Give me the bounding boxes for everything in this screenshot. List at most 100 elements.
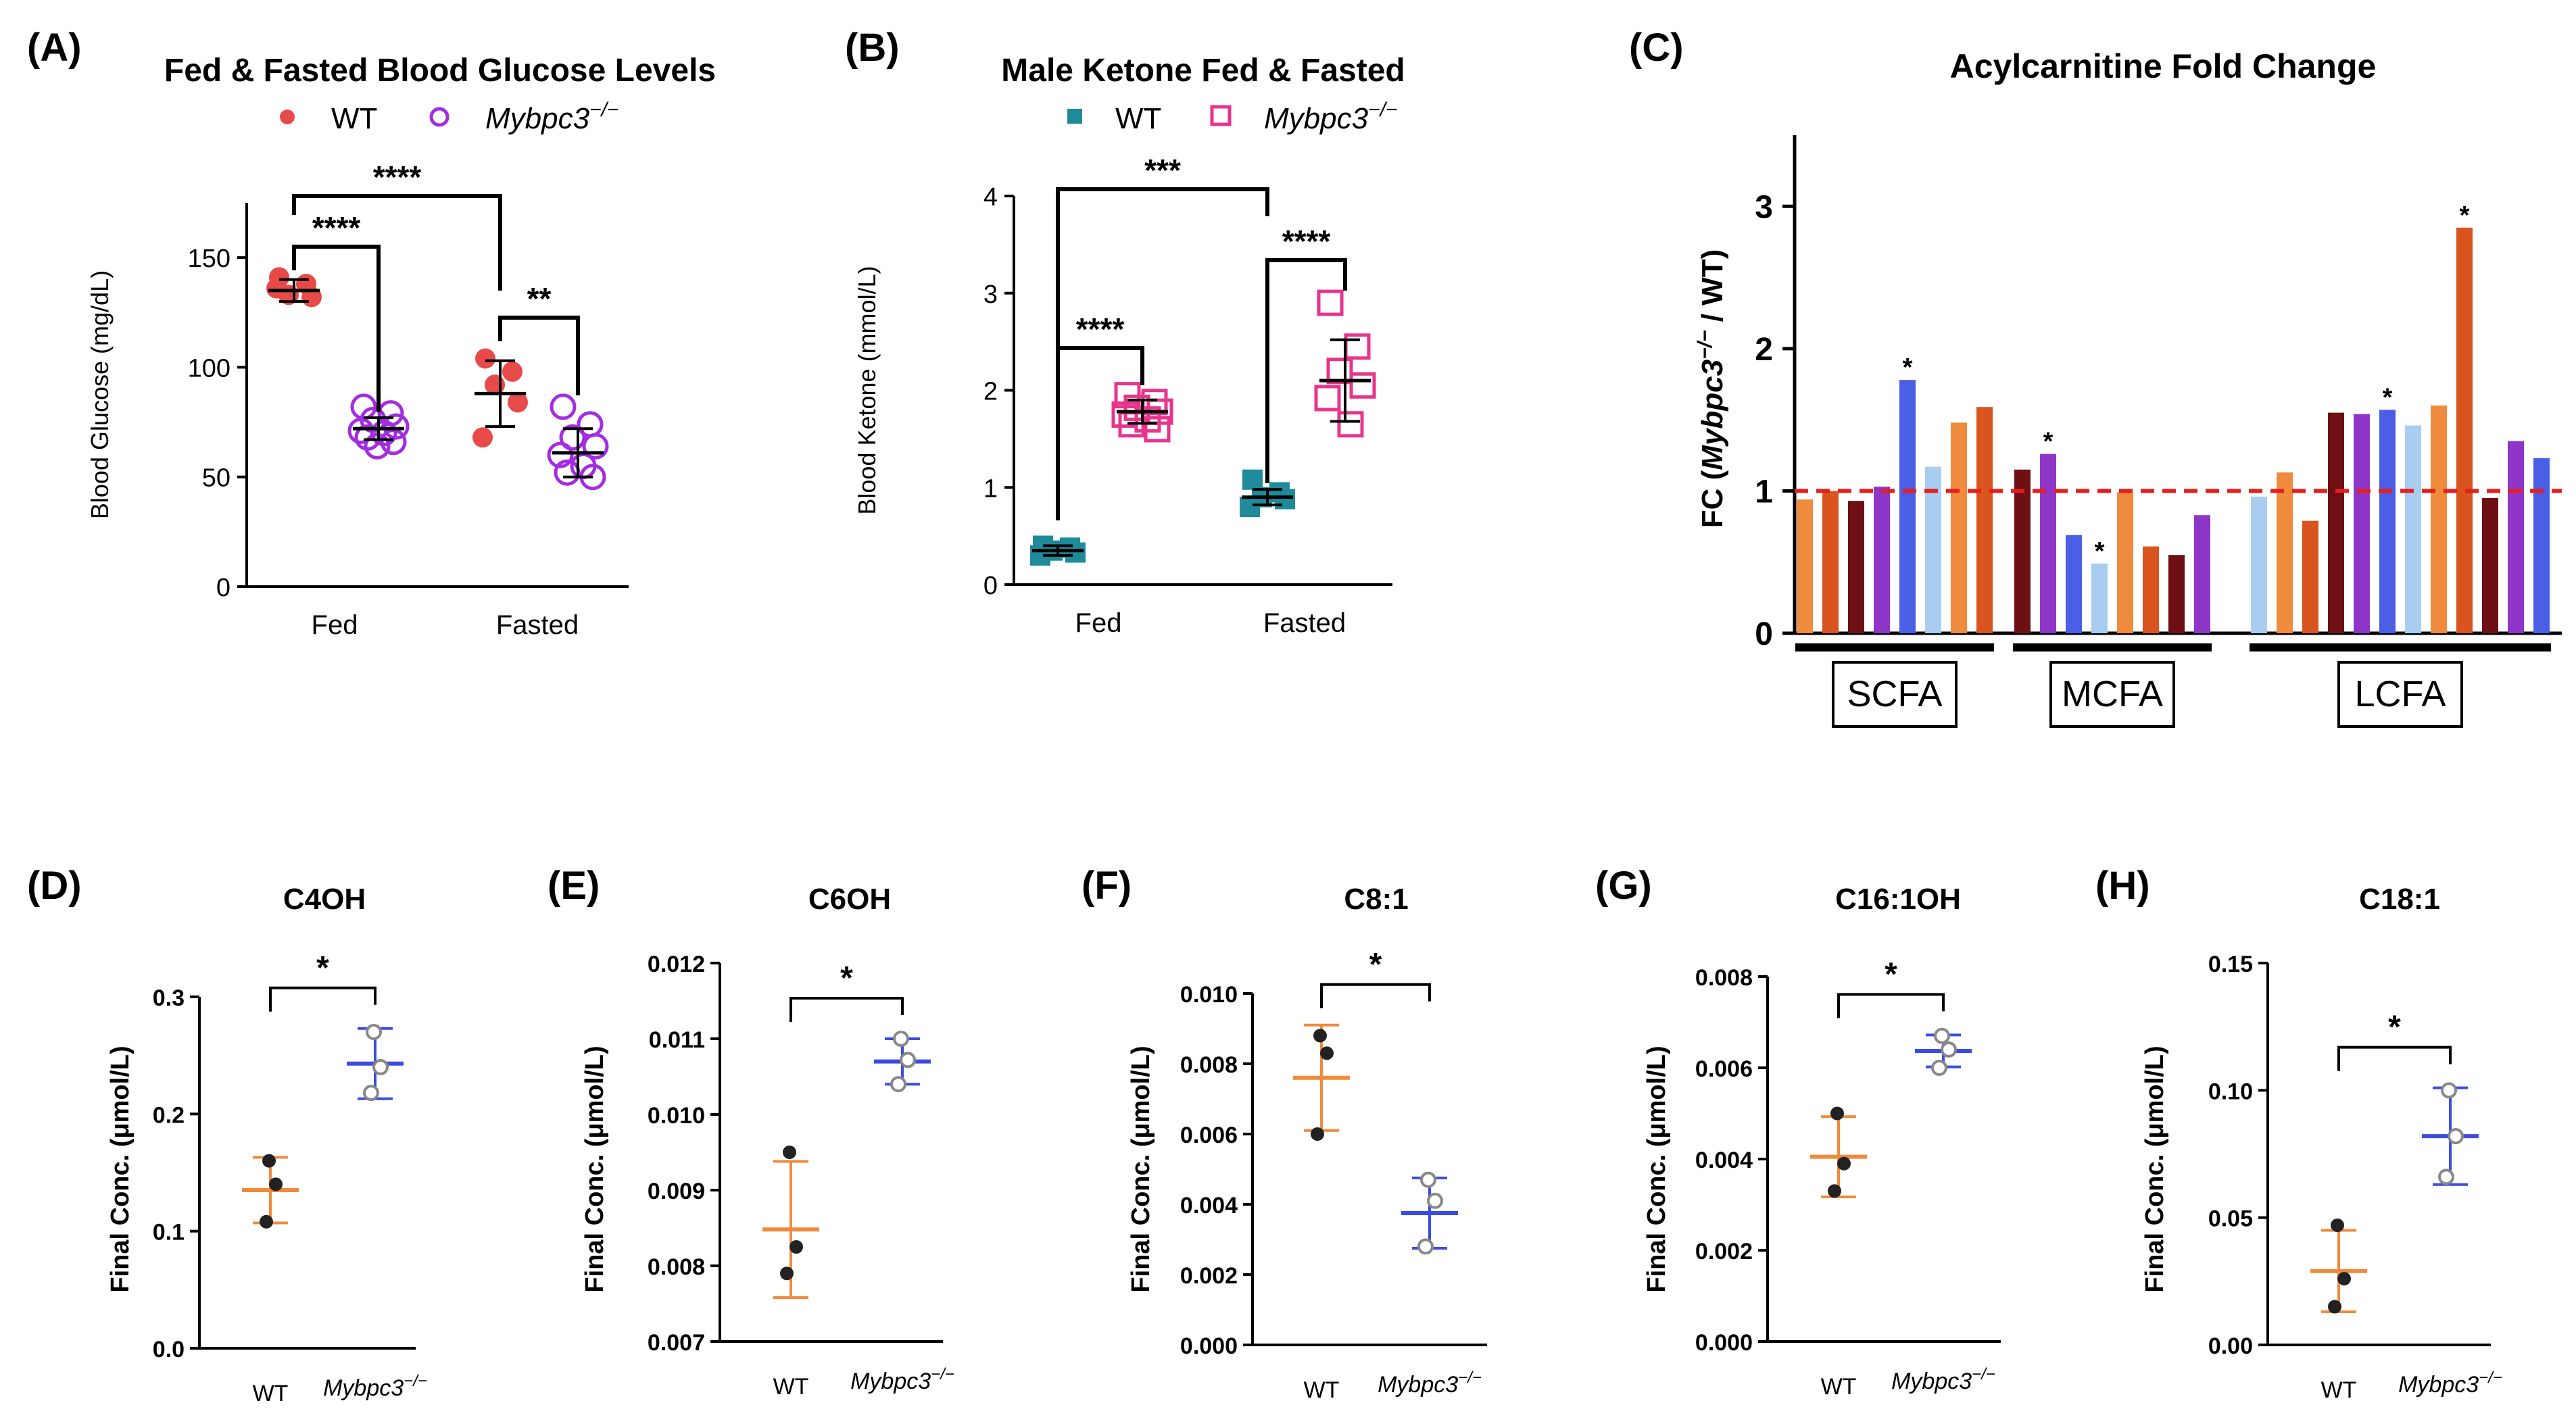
significance-label: * [2388, 1010, 2401, 1046]
panel-a: (A) Fed & Fasted Blood Glucose Levels WT… [27, 26, 716, 640]
y-tick-label: 1 [1755, 474, 1773, 510]
panel-h-title: C18:1 [2359, 883, 2440, 916]
x-tick-label: Fasted [496, 610, 579, 640]
ko-data-point [363, 1085, 379, 1102]
wt-data-point [1320, 1046, 1334, 1060]
panel-h-label: (H) [2095, 864, 2150, 908]
ko-data-point [1337, 411, 1364, 438]
panel-f-ylabel: Final Conc. (μmol/L) [1127, 1046, 1155, 1292]
ko-data-point [1326, 358, 1353, 385]
significance-bracket [2337, 1046, 2452, 1071]
y-tick-label: 0.008 [1180, 1052, 1238, 1078]
wt-data-point [1830, 1106, 1844, 1121]
ko-data-point [366, 1024, 382, 1040]
bar [2354, 414, 2370, 633]
ko-data-point [2441, 1082, 2457, 1099]
y-tick-label: 0 [983, 572, 998, 600]
significance-label: * [316, 950, 329, 986]
significance-bracket [1320, 983, 1431, 1008]
significance-label: * [2460, 201, 2470, 230]
bar [2143, 546, 2159, 633]
significance-label: **** [1282, 224, 1331, 259]
y-tick-label: 0.006 [1180, 1123, 1238, 1148]
wt-data-point [472, 427, 493, 448]
significance-label: **** [1076, 312, 1125, 347]
legend-wt-marker [280, 109, 295, 124]
significance-bracket [292, 194, 502, 291]
x-tick-label: WT [773, 1374, 809, 1400]
x-tick-label: Mybpc3−/− [323, 1372, 427, 1401]
bar [2431, 405, 2447, 633]
wt-data-point [789, 1240, 803, 1254]
ko-data-point [559, 424, 586, 451]
y-tick-label: 50 [202, 464, 230, 493]
x-tick-label: Fed [312, 610, 358, 640]
legend-ko-marker [429, 107, 449, 127]
legend-ko-label: Mybpc3−/− [1264, 99, 1397, 135]
wt-data-point [783, 1146, 796, 1159]
ko-data-point [1134, 406, 1161, 433]
x-tick-label: Mybpc3−/− [850, 1365, 954, 1394]
x-tick-label: WT [1304, 1377, 1340, 1403]
y-tick-label: 0.05 [2208, 1206, 2253, 1232]
ko-data-point [1417, 1238, 1434, 1255]
group-label: MCFA [2062, 674, 2163, 714]
y-tick-label: 0.008 [648, 1254, 705, 1280]
panel-g-plot: 0.000 0.002 0.004 0.006 0.008 WT Mybpc3−/− * [1695, 956, 2001, 1400]
significance-bracket [1265, 258, 1347, 483]
y-tick-label: 0.007 [648, 1330, 705, 1356]
wt-data-point [2331, 1218, 2344, 1232]
bar [1822, 491, 1839, 633]
wt-data-point [2328, 1300, 2341, 1314]
significance-bracket [1056, 187, 1269, 365]
y-tick-label: 0.004 [1695, 1148, 1753, 1173]
bar [2533, 458, 2550, 633]
y-tick-label: 0.2 [153, 1102, 185, 1128]
panel-f-label: (F) [1082, 864, 1132, 908]
ko-data-point [550, 393, 577, 420]
bar [2040, 453, 2056, 633]
x-tick-label: Fasted [1263, 608, 1346, 638]
wt-data-point [266, 278, 287, 299]
significance-bracket [292, 245, 381, 412]
significance-label: *** [1144, 153, 1181, 188]
significance-bracket [1837, 993, 1945, 1018]
bar [1848, 501, 1864, 633]
ko-data-point [1317, 289, 1344, 316]
panel-f-title: C8:1 [1344, 883, 1408, 916]
ko-data-point [1931, 1060, 1947, 1076]
x-tick-label: WT [2321, 1377, 2357, 1403]
significance-label: * [1885, 956, 1897, 992]
bar [2456, 227, 2473, 633]
bar [1951, 422, 1967, 633]
panel-d: (D) C4OH Final Conc. (μmol/L) 0.00.10.20… [27, 864, 427, 1406]
y-tick-label: 0.000 [1695, 1330, 1753, 1356]
significance-label: * [1903, 353, 1913, 382]
y-axis-label: Blood Ketone (mmol/L) [853, 266, 881, 514]
y-tick-label: 0.006 [1695, 1056, 1753, 1082]
y-tick-label: 2 [1755, 332, 1773, 368]
ko-data-point [2438, 1169, 2454, 1185]
bar [2328, 412, 2344, 633]
wt-data-point [780, 1267, 794, 1281]
bar [2117, 492, 2133, 633]
panel-h: (H) C18:1 Final Conc. (μmol/L) 0.000.050… [2095, 864, 2502, 1403]
ko-data-point [1941, 1041, 1957, 1058]
panel-c: (C) Acylcarnitine Fold Change FC (Mybpc3… [1629, 26, 2562, 728]
panel-f-plot: 0.000 0.002 0.004 0.006 0.008 0.010 WT Mybpc3−/… [1180, 947, 1487, 1403]
panel-d-plot: 0.0 0.1 0.2 0.3 WT Mybpc3−/− * [153, 950, 427, 1406]
ko-data-point [1349, 372, 1376, 399]
y-tick-label: 0.0 [153, 1337, 185, 1362]
y-tick-label: 0.009 [648, 1179, 705, 1204]
ko-data-point [1427, 1192, 1443, 1209]
bar [2014, 469, 2031, 633]
y-axis-label: Blood Glucose (mg/dL) [86, 270, 114, 519]
panel-f: (F) C8:1 Final Conc. (μmol/L) 0.000 0.002… [1082, 864, 1487, 1403]
significance-label: **** [373, 159, 422, 195]
significance-label: ** [527, 281, 552, 316]
x-tick-label: Fed [1075, 608, 1122, 638]
legend-wt-label: WT [331, 102, 377, 135]
wt-data-point [1313, 1029, 1327, 1043]
panel-a-plot: 0 50 100 150 Blood Glucose (mg/dL) Fed Fasted *… [86, 159, 629, 640]
